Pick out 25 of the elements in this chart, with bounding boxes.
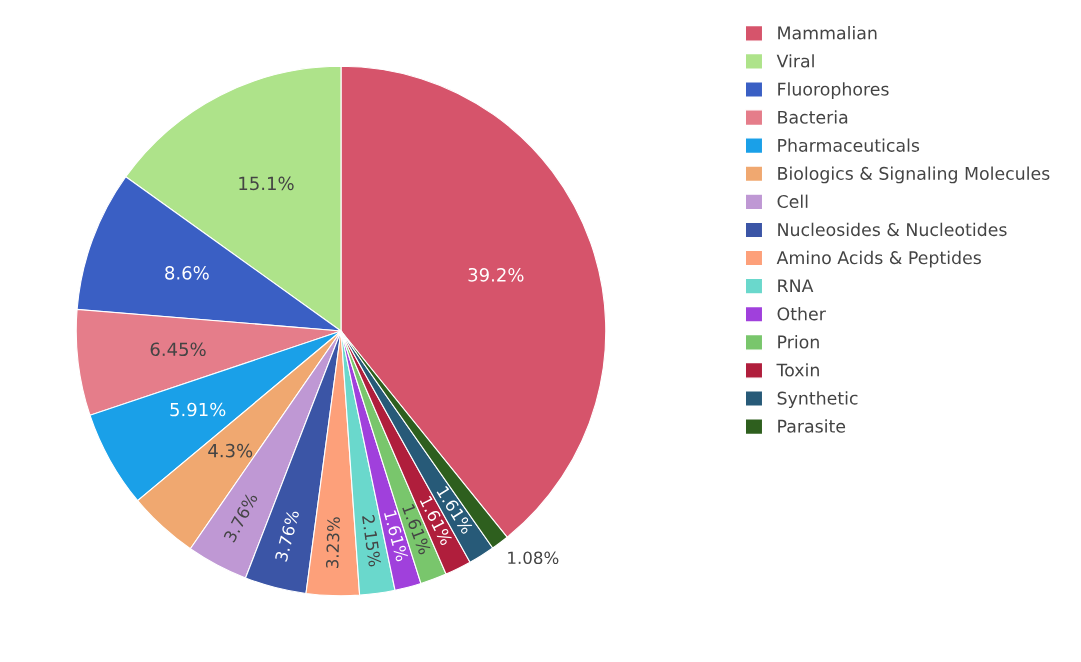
legend-label: Cell — [777, 194, 808, 209]
legend-label: Other — [777, 306, 826, 321]
legend-label: Viral — [776, 54, 814, 68]
data-label: 1.08% — [508, 551, 559, 565]
data-label: 3.23% — [325, 516, 341, 569]
data-label: 8.6% — [165, 266, 209, 280]
data-label: 2.15% — [361, 514, 382, 567]
legend-label: Pharmaceuticals — [778, 138, 920, 152]
data-label: 4.3% — [208, 443, 253, 458]
data-label: 15.1% — [239, 176, 294, 191]
legend-label: RNA — [778, 279, 814, 293]
legend-label: Parasite — [778, 419, 846, 433]
data-label: 3.76% — [274, 509, 300, 562]
legend-label: Toxin — [776, 363, 819, 377]
legend-label: Amino Acids & Peptides — [776, 250, 981, 268]
legend-label: Biologics & Signaling Molecules — [778, 166, 1050, 184]
data-label: 5.91% — [170, 402, 226, 417]
legend-label: Synthetic — [777, 391, 858, 409]
legend-label: Bacteria — [778, 110, 848, 124]
legend-label: Prion — [778, 335, 819, 349]
data-label: 6.45% — [150, 342, 206, 357]
data-label: 39.2% — [468, 267, 524, 282]
legend-label: Mammalian — [778, 26, 877, 40]
legend-label: Fluorophores — [778, 82, 889, 100]
legend-label: Nucleosides & Nucleotides — [778, 222, 1007, 237]
